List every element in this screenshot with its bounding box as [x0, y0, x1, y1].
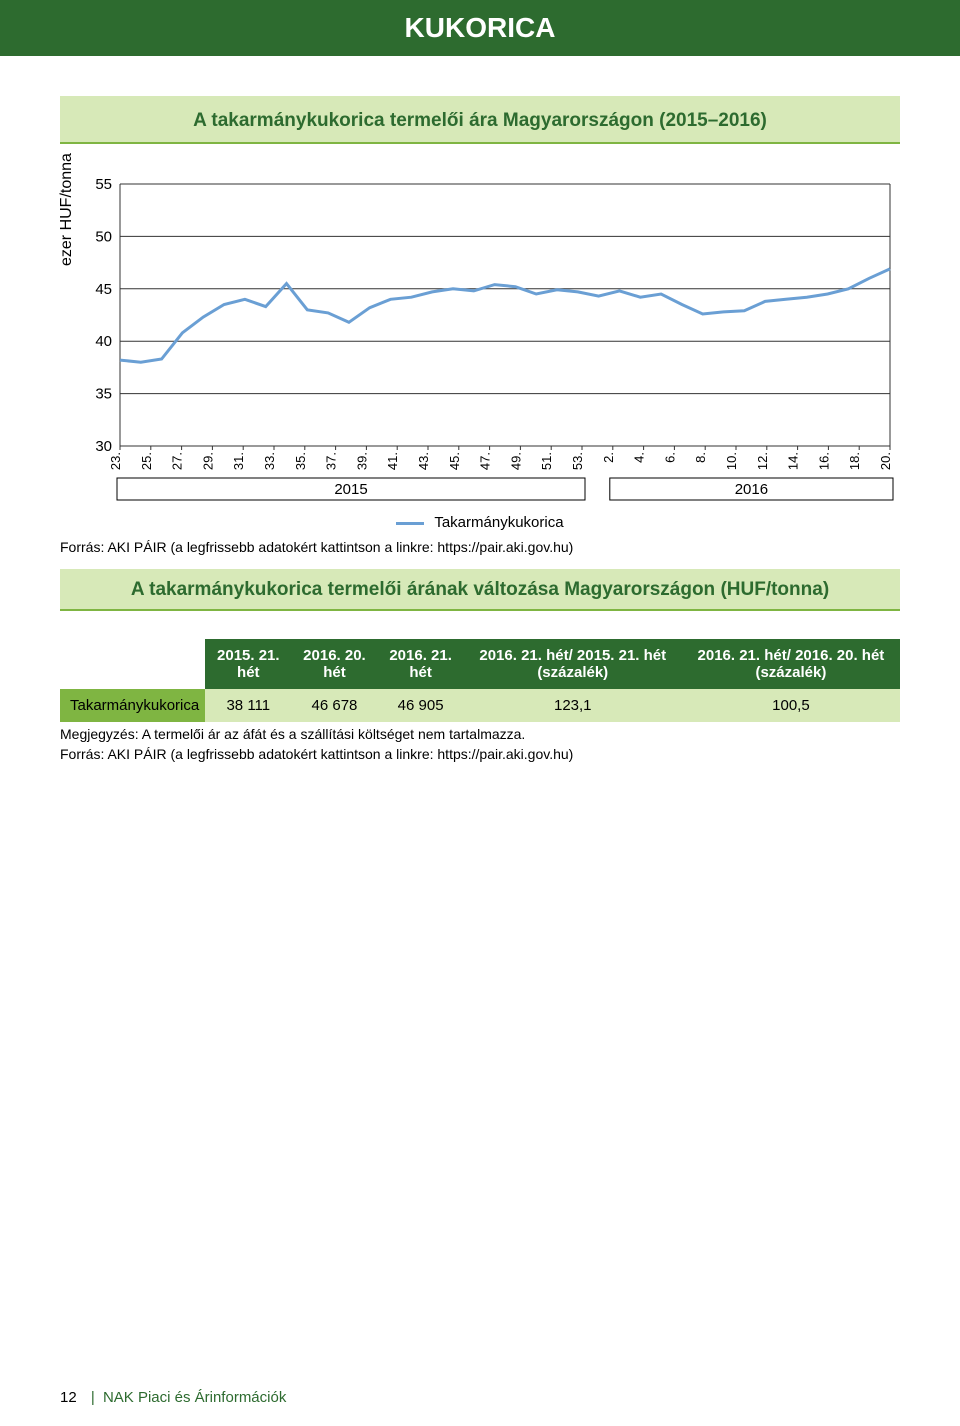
chart-title-block: A takarmánykukorica termelői ára Magyaro… — [60, 96, 900, 144]
col-header: 2015. 21. hét — [205, 639, 291, 689]
table-title: A takarmánykukorica termelői árának vált… — [70, 579, 890, 601]
col-header: 2016. 20. hét — [291, 639, 377, 689]
chart-legend: Takarmánykukorica — [0, 514, 960, 531]
svg-text:23.: 23. — [108, 452, 123, 470]
svg-text:14.: 14. — [786, 452, 801, 470]
table-title-block: A takarmánykukorica termelői árának vált… — [60, 569, 900, 611]
svg-text:49.: 49. — [508, 452, 523, 470]
svg-text:2.: 2. — [601, 452, 616, 463]
table-cell: 46 905 — [378, 689, 464, 722]
svg-text:55: 55 — [95, 176, 112, 193]
table-row: Takarmánykukorica 38 111 46 678 46 905 1… — [60, 689, 900, 722]
table-cell: 123,1 — [464, 689, 682, 722]
col-header: 2016. 21. hét/ 2015. 21. hét (százalék) — [464, 639, 682, 689]
chart-source: Forrás: AKI PÁIR (a legfrissebb adatokér… — [60, 539, 900, 555]
svg-text:50: 50 — [95, 228, 112, 245]
svg-text:45.: 45. — [447, 452, 462, 470]
svg-text:20.: 20. — [878, 452, 893, 470]
page-number: 12 — [60, 1389, 77, 1406]
svg-text:40: 40 — [95, 333, 112, 350]
col-header: 2016. 21. hét — [378, 639, 464, 689]
table-header-row: 2015. 21. hét 2016. 20. hét 2016. 21. hé… — [60, 639, 900, 689]
svg-text:35: 35 — [95, 386, 112, 403]
svg-text:33.: 33. — [262, 452, 277, 470]
svg-text:45: 45 — [95, 281, 112, 298]
table-header-blank — [60, 639, 205, 689]
svg-text:8.: 8. — [693, 452, 708, 463]
data-table: 2015. 21. hét 2016. 20. hét 2016. 21. hé… — [60, 639, 900, 722]
svg-text:51.: 51. — [539, 452, 554, 470]
svg-text:25.: 25. — [139, 452, 154, 470]
page-title: KUKORICA — [405, 12, 556, 43]
legend-label: Takarmánykukorica — [434, 514, 563, 531]
table-cell: 38 111 — [205, 689, 291, 722]
footer-separator: | — [91, 1389, 95, 1406]
svg-text:29.: 29. — [200, 452, 215, 470]
table-source: Forrás: AKI PÁIR (a legfrissebb adatokér… — [60, 746, 900, 762]
chart-container: ezer HUF/tonna 30354045505523.25.27.29.3… — [60, 174, 900, 504]
svg-text:41.: 41. — [385, 452, 400, 470]
svg-text:31.: 31. — [231, 452, 246, 470]
svg-text:16.: 16. — [816, 452, 831, 470]
svg-text:10.: 10. — [724, 452, 739, 470]
svg-text:6.: 6. — [662, 452, 677, 463]
table-cell: 46 678 — [291, 689, 377, 722]
table-note: Megjegyzés: A termelői ár az áfát és a s… — [60, 726, 900, 742]
table-cell: 100,5 — [682, 689, 900, 722]
svg-text:18.: 18. — [847, 452, 862, 470]
svg-text:27.: 27. — [170, 452, 185, 470]
legend-swatch — [396, 522, 424, 525]
svg-text:2015: 2015 — [334, 481, 367, 498]
svg-text:35.: 35. — [293, 452, 308, 470]
line-chart: 30354045505523.25.27.29.31.33.35.37.39.4… — [60, 174, 900, 504]
page-header: KUKORICA — [0, 0, 960, 56]
page-footer: 12 | NAK Piaci és Árinformációk — [60, 1389, 286, 1406]
svg-text:43.: 43. — [416, 452, 431, 470]
svg-text:39.: 39. — [354, 452, 369, 470]
y-axis-label: ezer HUF/tonna — [58, 153, 76, 266]
col-header: 2016. 21. hét/ 2016. 20. hét (százalék) — [682, 639, 900, 689]
svg-text:12.: 12. — [755, 452, 770, 470]
svg-text:4.: 4. — [632, 452, 647, 463]
publication-name: NAK Piaci és Árinformációk — [103, 1389, 286, 1406]
svg-text:53.: 53. — [570, 452, 585, 470]
svg-text:47.: 47. — [478, 452, 493, 470]
svg-text:2016: 2016 — [735, 481, 768, 498]
svg-text:37.: 37. — [324, 452, 339, 470]
row-name: Takarmánykukorica — [60, 689, 205, 722]
chart-title: A takarmánykukorica termelői ára Magyaro… — [70, 110, 890, 132]
